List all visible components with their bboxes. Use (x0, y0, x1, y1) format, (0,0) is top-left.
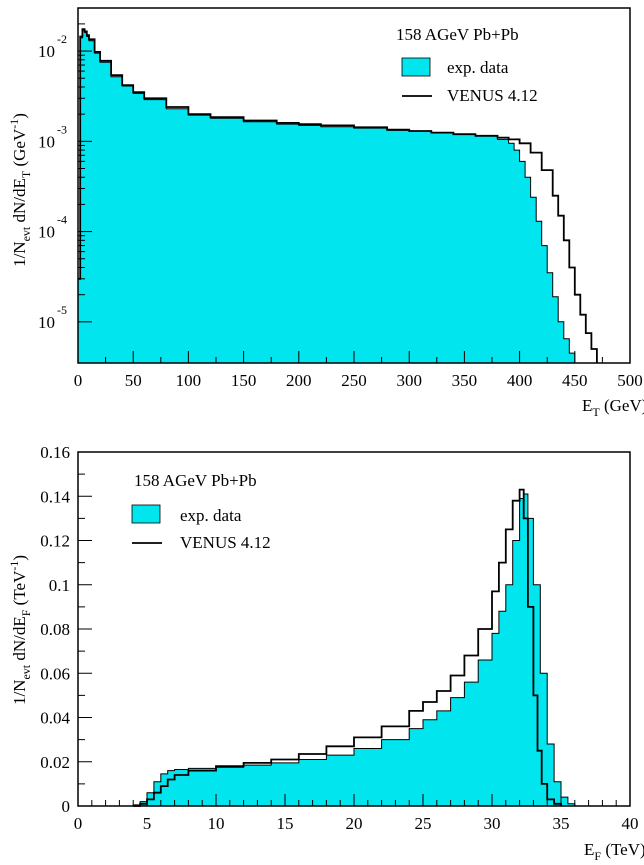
ef-y-tick-label: 0.1 (49, 576, 70, 595)
ef-legend: 158 AGeV Pb+Pb exp. data VENUS 4.12 (131, 471, 271, 552)
et-x-tick-label: 150 (231, 371, 257, 390)
et-x-tick-label: 300 (396, 371, 422, 390)
et-y-tick-label: 10-2 (38, 32, 67, 61)
et-y-tick-label: 10-4 (38, 213, 67, 242)
et-x-tick-label: 400 (507, 371, 533, 390)
ef-plot-area (126, 488, 576, 807)
et-y-ticks: 10-2 10-3 10-4 10-5 (38, 7, 92, 332)
ef-series-venus-line (133, 488, 562, 807)
et-legend-swatch-data (401, 57, 431, 77)
et-distribution-chart: 0 50 100 150 200 250 300 350 400 450 500 10-210-31… (7, 7, 644, 419)
ef-x-tick-label: 30 (484, 814, 501, 833)
ef-x-tick-label: 35 (553, 814, 570, 833)
et-x-ticks: 0 50 100 150 200 250 300 350 400 450 500 (74, 351, 643, 390)
ef-x-tick-label: 25 (415, 814, 432, 833)
et-x-axis-title: ET (GeV) (582, 396, 644, 419)
et-y-tick-label: 10-3 (38, 122, 67, 151)
ef-legend-title: 158 AGeV Pb+Pb (134, 471, 257, 490)
et-series-venus-line (78, 28, 598, 363)
et-y-axis-title: 1/Nevt dN/dET (GeV-1) (7, 113, 33, 267)
et-legend-title: 158 AGeV Pb+Pb (396, 25, 519, 44)
ef-x-ticks: 0 5 10 15 20 25 30 35 40 (74, 794, 639, 833)
ef-y-tick-label: 0.04 (40, 709, 70, 728)
et-y-tick-label: 10-5 (38, 303, 67, 332)
ef-y-ticks: 0 0.02 0.04 0.06 0.08 0.1 0.12 0.14 0.16 (40, 443, 92, 816)
ef-x-tick-label: 40 (622, 814, 639, 833)
et-x-tick-label: 200 (286, 371, 312, 390)
et-legend: 158 AGeV Pb+Pb exp. data VENUS 4.12 (396, 25, 538, 105)
ef-series-exp-data-area (126, 493, 576, 807)
ef-x-axis-title: EF (TeV) (584, 840, 644, 863)
ef-distribution-chart: 0 5 10 15 20 25 30 35 40 0 0.02 0.04 0.06 0.08 0.1 0.1… (7, 443, 644, 863)
ef-legend-label-data: exp. data (180, 506, 242, 525)
et-x-tick-label: 0 (74, 371, 83, 390)
et-plot-area (77, 28, 598, 364)
ef-x-tick-label: 0 (74, 814, 83, 833)
ef-legend-label-venus: VENUS 4.12 (180, 533, 271, 552)
ef-y-tick-label: 0.12 (40, 532, 70, 551)
ef-y-tick-label: 0.02 (40, 753, 70, 772)
et-legend-label-venus: VENUS 4.12 (447, 86, 538, 105)
et-x-tick-label: 100 (176, 371, 202, 390)
ef-y-tick-label: 0.08 (40, 620, 70, 639)
et-x-tick-label: 450 (562, 371, 588, 390)
ef-x-tick-label: 15 (277, 814, 294, 833)
ef-y-tick-label: 0.16 (40, 443, 70, 462)
ef-x-tick-label: 20 (346, 814, 363, 833)
ef-y-tick-label: 0.14 (40, 487, 70, 506)
ef-y-tick-label: 0 (62, 797, 71, 816)
et-series-exp-data-area (77, 29, 576, 364)
et-x-tick-label: 250 (341, 371, 367, 390)
et-x-tick-label: 500 (617, 371, 643, 390)
ef-x-tick-label: 10 (208, 814, 225, 833)
ef-y-axis-title: 1/Nevt dN/dEF (TeV-1) (7, 555, 33, 705)
ef-legend-swatch-data (131, 504, 161, 524)
et-x-tick-label: 350 (452, 371, 478, 390)
et-legend-label-data: exp. data (447, 58, 509, 77)
ef-y-tick-label: 0.06 (40, 664, 70, 683)
et-x-tick-label: 50 (125, 371, 142, 390)
ef-x-tick-label: 5 (143, 814, 152, 833)
